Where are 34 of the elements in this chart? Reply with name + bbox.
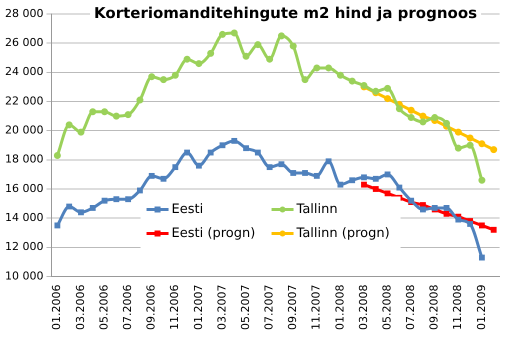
chart-title: Korteriomanditehingute m2 hind ja prognoos [94,4,478,22]
x-tick-label: 01.2006 [50,284,64,330]
x-tick-label: 01.2008 [333,284,346,330]
x-tick-label: 05.2006 [97,284,110,330]
legend-label: Eesti (progn) [172,226,256,241]
y-tick-label: 20 000 [4,124,44,137]
x-tick-label: 09.2007 [286,284,300,330]
x-tick-label: 03.2006 [74,284,87,330]
x-tick-label: 11.2008 [451,284,464,330]
y-tick-label: 18 000 [4,152,44,166]
x-tick-label: 05.2007 [238,284,252,330]
x-tick-label: 11.2006 [168,284,182,330]
y-tick-label: 24 000 [4,65,44,78]
x-tick-label: 11.2007 [310,284,323,330]
legend-label: Tallinn [296,202,338,217]
x-tick-label: 01.2007 [192,284,205,330]
x-tick-label: 07.2008 [404,284,418,330]
x-tick-label: 09.2006 [144,284,158,330]
x-tick-label: 09.2008 [428,284,441,330]
y-tick-label: 16 000 [4,182,44,195]
x-tick-label: 07.2006 [121,284,134,330]
x-tick-label: 07.2007 [262,284,276,330]
x-tick-label: 01.2009 [474,284,488,330]
y-tick-label: 12 000 [4,240,44,254]
y-tick-label: 28 000 [4,6,44,20]
x-tick-label: 05.2008 [380,284,394,330]
legend-label: Tallinn (progn) [296,226,390,241]
y-tick-label: 10 000 [4,269,44,282]
legend-label: Eesti [172,202,204,217]
y-tick-label: 26 000 [4,36,44,50]
x-tick-label: 03.2008 [356,284,370,330]
x-tick-label: 03.2007 [215,284,228,330]
y-tick-label: 14 000 [4,211,44,224]
y-tick-label: 22 000 [4,94,44,108]
